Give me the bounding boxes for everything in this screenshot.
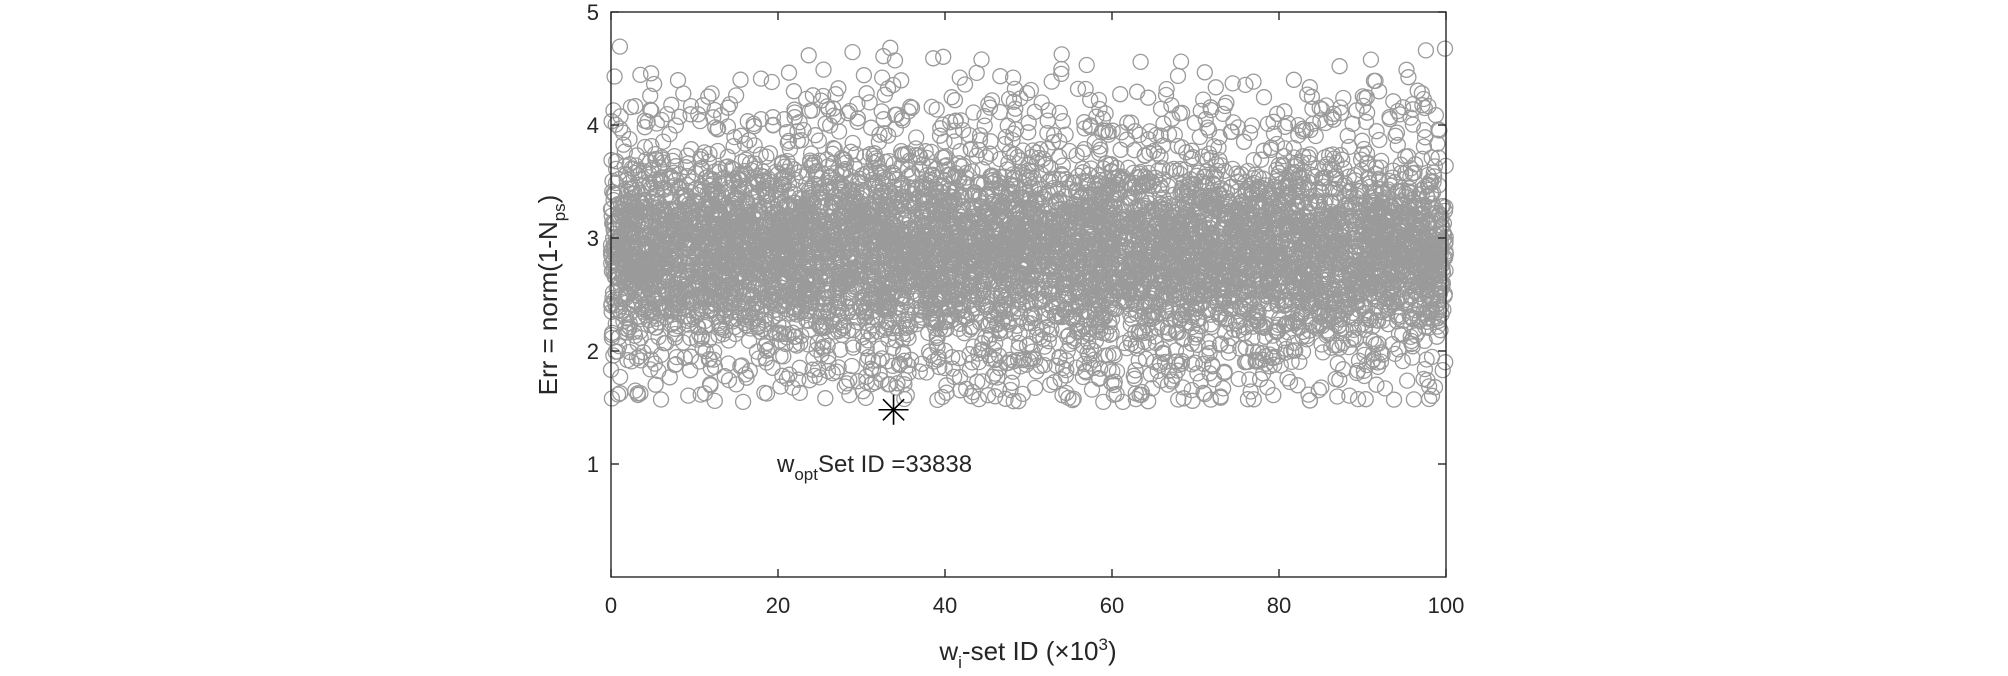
scatter-point: [1404, 338, 1421, 355]
scatter-point: [825, 323, 842, 340]
scatter-point: [855, 337, 872, 355]
scatter-point: [877, 153, 894, 171]
scatter-point: [668, 348, 685, 366]
scatter-point: [799, 336, 817, 353]
scatter-points: [602, 38, 1454, 411]
scatter-point: [1106, 347, 1123, 364]
scatter-point: [621, 315, 638, 332]
scatter-point: [971, 132, 989, 149]
scatter-point: [801, 372, 818, 389]
scatter-point: [1362, 311, 1380, 328]
scatter-point: [1291, 353, 1308, 371]
scatter-point: [946, 310, 963, 328]
scatter-point: [1276, 140, 1293, 157]
scatter-point: [1165, 160, 1182, 178]
scatter-point: [965, 338, 982, 355]
scatter-point: [1345, 321, 1362, 339]
scatter-point: [1437, 354, 1454, 371]
scatter-point: [1347, 331, 1364, 348]
scatter-point: [872, 340, 889, 357]
scatter-point: [1369, 354, 1386, 371]
scatter-point: [963, 305, 980, 322]
scatter-point: [1353, 146, 1371, 163]
scatter-point: [1058, 361, 1075, 379]
scatter-point: [1068, 147, 1085, 164]
scatter-point: [912, 149, 929, 166]
scatter-point: [1388, 124, 1406, 141]
scatter-point: [1152, 127, 1169, 144]
scatter-point: [1140, 131, 1157, 148]
scatter-point: [870, 133, 888, 151]
scatter-point: [631, 348, 648, 365]
scatter-point: [845, 339, 862, 356]
scatter-point: [734, 393, 752, 411]
scatter-point: [761, 145, 779, 162]
scatter-point: [884, 357, 901, 375]
scatter-point: [1199, 151, 1216, 169]
scatter-point: [1275, 147, 1293, 165]
scatter-point: [981, 145, 999, 162]
scatter-point: [1061, 335, 1078, 353]
scatter-point: [805, 350, 822, 367]
scatter-point: [1149, 145, 1166, 162]
scatter-point: [1392, 164, 1410, 182]
scatter-point: [1341, 387, 1358, 404]
scatter-point: [748, 343, 766, 360]
scatter-point: [781, 141, 799, 158]
scatter-point: [1235, 133, 1253, 150]
scatter-point: [1189, 336, 1206, 353]
scatter-point: [980, 317, 997, 334]
scatter-point: [1009, 148, 1026, 166]
scatter-point: [1163, 371, 1181, 388]
scatter-point: [1345, 329, 1362, 346]
scatter-point: [1406, 164, 1423, 182]
scatter-point: [809, 334, 826, 351]
scatter-point: [1216, 162, 1233, 180]
scatter-point: [1225, 114, 1242, 131]
scatter-point: [700, 153, 717, 170]
scatter-point: [1172, 160, 1189, 178]
scatter-point: [1415, 138, 1433, 155]
scatter-point: [775, 348, 792, 365]
scatter-point: [981, 99, 999, 116]
scatter-point: [1188, 300, 1205, 317]
scatter-point: [958, 169, 975, 186]
scatter-point: [671, 108, 688, 125]
scatter-point: [653, 346, 670, 364]
